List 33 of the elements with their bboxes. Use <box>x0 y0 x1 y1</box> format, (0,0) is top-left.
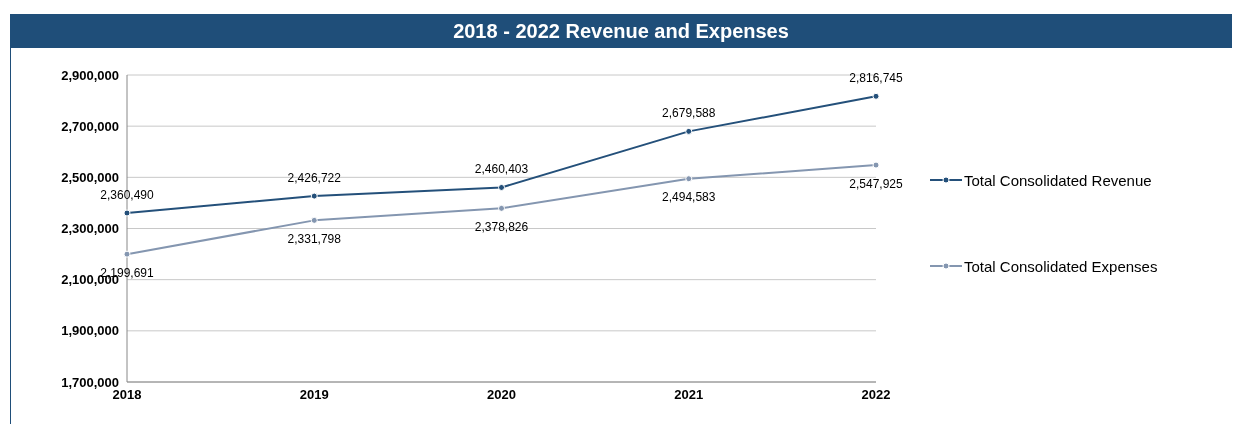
x-tick-label: 2021 <box>674 387 704 403</box>
point <box>685 175 693 183</box>
data-label: 2,331,798 <box>287 231 342 246</box>
y-tick-label: 2,500,000 <box>61 169 119 185</box>
point <box>498 183 505 191</box>
point <box>498 204 505 212</box>
point <box>872 161 880 169</box>
data-label: 2,547,925 <box>849 176 904 191</box>
point <box>872 92 880 100</box>
chart-title: 2018 - 2022 Revenue and Expenses <box>10 14 1232 48</box>
y-tick-label: 2,300,000 <box>61 221 119 237</box>
data-label: 2,378,826 <box>474 219 529 234</box>
data-label: 2,494,583 <box>662 190 716 205</box>
x-tick-label: 2018 <box>112 387 142 403</box>
point <box>685 127 693 135</box>
x-tick-label: 2022 <box>861 387 891 403</box>
legend-label: Total Consolidated Expenses <box>964 257 1158 275</box>
data-label: 2,679,588 <box>662 106 716 121</box>
data-label: 2,460,403 <box>474 162 529 177</box>
point <box>123 209 131 217</box>
x-tick-label: 2019 <box>299 387 329 403</box>
y-tick-label: 1,700,000 <box>61 374 119 390</box>
data-label: 2,426,722 <box>287 171 342 186</box>
y-tick-label: 1,900,000 <box>61 323 119 339</box>
legend-label: Total Consolidated Revenue <box>964 171 1152 189</box>
point <box>310 192 318 200</box>
x-tick-label: 2020 <box>487 387 516 403</box>
point <box>123 250 131 258</box>
data-label: 2,360,490 <box>100 188 155 203</box>
point <box>310 216 318 224</box>
y-tick-label: 2,700,000 <box>61 118 119 134</box>
data-label: 2,816,745 <box>849 71 904 86</box>
y-tick-label: 2,900,000 <box>61 67 119 83</box>
